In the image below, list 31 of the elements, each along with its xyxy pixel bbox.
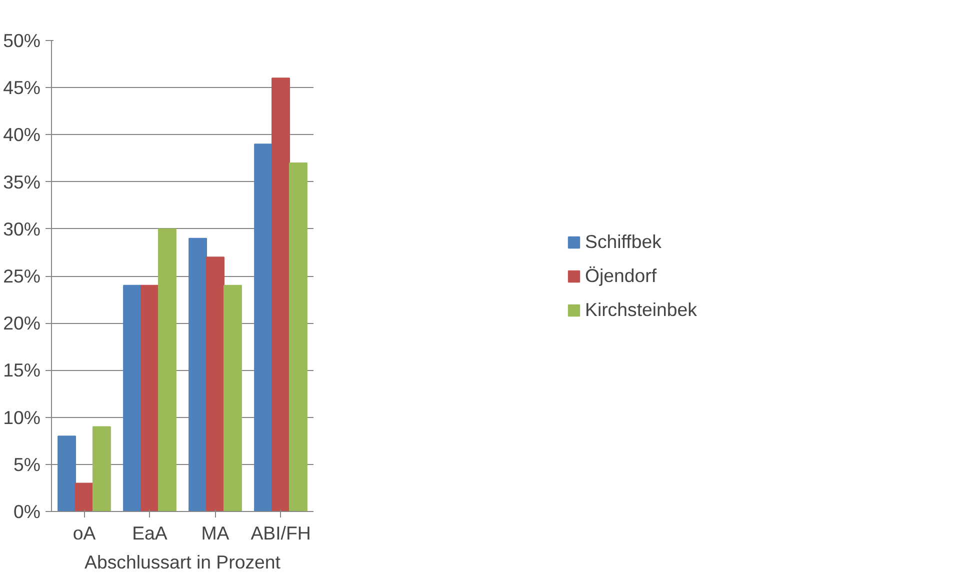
y-tick-label: 15% [3,360,41,381]
y-tick-label: 20% [3,312,41,334]
y-tick-label: 10% [3,406,41,428]
y-tick-label: 40% [3,124,41,146]
bar [123,284,142,512]
bar [75,482,94,512]
bar [288,162,308,512]
bar [140,284,159,512]
legend-label: Öjendorf [585,264,657,286]
legend-label: Kirchsteinbek [585,298,697,320]
bar [158,228,176,512]
y-tick-label: 45% [3,77,41,98]
x-tick-label: MA [201,522,230,544]
bar [223,284,242,512]
y-tick-label: 0% [14,501,41,522]
x-tick-label: ABI/FH [250,522,311,544]
y-tick-label: 5% [14,454,41,475]
bar [272,78,290,512]
bar [188,238,208,512]
bar [58,436,76,512]
y-tick-label: 30% [3,218,41,240]
y-tick-label: 25% [3,266,41,286]
bar [92,426,111,512]
legend-label: Schiffbek [585,230,662,252]
y-tick-label: 50% [3,30,41,51]
y-tick-label: 35% [3,171,41,192]
bar [254,144,273,512]
x-axis-title: Abschlussart in Prozent [84,552,282,572]
x-tick-label: oA [72,522,96,544]
bar [206,256,224,512]
x-tick-label: EaA [132,522,168,544]
